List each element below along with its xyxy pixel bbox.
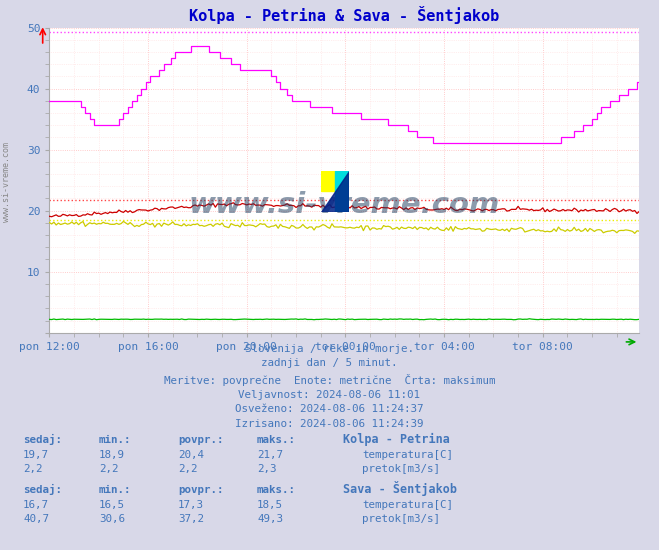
Text: 30,6: 30,6 <box>99 514 125 524</box>
Text: Slovenija / reke in morje.
zadnji dan / 5 minut.
Meritve: povprečne  Enote: metr: Slovenija / reke in morje. zadnji dan / … <box>163 344 496 429</box>
Text: 16,7: 16,7 <box>23 500 49 510</box>
Text: 18,9: 18,9 <box>99 450 125 460</box>
Text: povpr.:: povpr.: <box>178 434 223 445</box>
Text: temperatura[C]: temperatura[C] <box>362 450 453 460</box>
Text: 37,2: 37,2 <box>178 514 204 524</box>
Text: www.si-vreme.com: www.si-vreme.com <box>2 141 11 222</box>
Title: Kolpa - Petrina & Sava - Šentjakob: Kolpa - Petrina & Sava - Šentjakob <box>189 6 500 24</box>
Text: 21,7: 21,7 <box>257 450 283 460</box>
Text: 2,2: 2,2 <box>99 464 119 474</box>
Bar <box>335 170 349 191</box>
Text: temperatura[C]: temperatura[C] <box>362 500 453 510</box>
Text: 19,7: 19,7 <box>23 450 49 460</box>
Text: 18,5: 18,5 <box>257 500 283 510</box>
Text: sedaj:: sedaj: <box>23 434 62 445</box>
Bar <box>321 170 335 191</box>
Text: povpr.:: povpr.: <box>178 485 223 495</box>
Text: 16,5: 16,5 <box>99 500 125 510</box>
Text: 2,3: 2,3 <box>257 464 277 474</box>
Text: 17,3: 17,3 <box>178 500 204 510</box>
Polygon shape <box>321 170 349 212</box>
Text: 2,2: 2,2 <box>23 464 43 474</box>
Text: sedaj:: sedaj: <box>23 484 62 495</box>
Text: maks.:: maks.: <box>257 434 296 445</box>
Text: min.:: min.: <box>99 434 131 445</box>
Text: pretok[m3/s]: pretok[m3/s] <box>362 464 440 474</box>
Bar <box>335 191 349 212</box>
Text: 20,4: 20,4 <box>178 450 204 460</box>
Text: 49,3: 49,3 <box>257 514 283 524</box>
Text: 40,7: 40,7 <box>23 514 49 524</box>
Text: pretok[m3/s]: pretok[m3/s] <box>362 514 440 524</box>
Text: Kolpa - Petrina: Kolpa - Petrina <box>343 433 449 446</box>
Text: maks.:: maks.: <box>257 485 296 495</box>
Text: Sava - Šentjakob: Sava - Šentjakob <box>343 481 457 496</box>
Text: www.si-vreme.com: www.si-vreme.com <box>188 190 500 218</box>
Text: min.:: min.: <box>99 485 131 495</box>
Text: 2,2: 2,2 <box>178 464 198 474</box>
